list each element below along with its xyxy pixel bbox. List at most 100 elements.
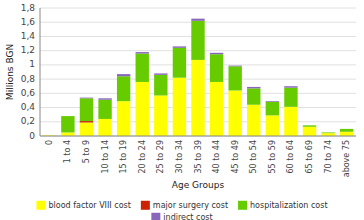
bars: [43, 19, 354, 136]
legend-label: hospitalization cost: [250, 201, 327, 210]
x-tick-label: 20 to 24: [138, 140, 147, 173]
bar-segment: [228, 65, 241, 67]
bar-segment: [340, 128, 353, 129]
y-axis-title: Millions BGN: [5, 44, 15, 100]
legend-swatch: [141, 201, 150, 210]
y-tick-label: 1,6: [21, 17, 36, 27]
bar-segment: [247, 105, 260, 136]
bar-segment: [80, 121, 93, 122]
legend: blood factor VIII cost major surgery cost…: [36, 201, 327, 220]
x-tick-label: 55 to 59: [268, 140, 277, 173]
bar-segment: [303, 125, 316, 126]
y-tick-label: 0: [29, 131, 35, 141]
legend-label: indirect cost: [163, 213, 212, 220]
legend-item: major surgery cost: [141, 201, 228, 210]
bar-segment: [136, 52, 149, 53]
bar-segment: [266, 101, 279, 103]
bar-segment: [154, 73, 167, 74]
bar-segment: [136, 54, 149, 82]
x-tick-label: 10 to 14: [101, 140, 110, 173]
legend-item: blood factor VIII cost: [36, 201, 130, 210]
x-axis-title: Age Groups: [172, 180, 225, 190]
y-tick-label: 1,4: [21, 31, 36, 41]
y-axis: 00,20,40,60,811,21,41,61,8: [21, 3, 36, 141]
y-tick-label: 0,4: [21, 102, 36, 112]
bar-segment: [284, 107, 297, 136]
legend-swatch: [36, 201, 45, 210]
bar-segment: [321, 132, 334, 134]
bar-segment: [228, 90, 241, 136]
bar-segment: [191, 21, 204, 60]
series: [43, 60, 354, 136]
y-axis-line: [40, 8, 41, 136]
bar-segment: [136, 82, 149, 136]
chart: 00,20,40,60,811,21,41,61,801 to 45 to 91…: [0, 0, 364, 220]
grid-line: [40, 8, 356, 9]
series: [61, 21, 353, 133]
series: [80, 121, 93, 122]
grid: [40, 8, 356, 136]
x-tick-label: 65 to 69: [305, 140, 314, 173]
bar-segment: [98, 100, 111, 119]
legend-item: indirect cost: [151, 213, 212, 220]
x-axis: 01 to 45 to 910 to 1415 to 1920 to 2425 …: [45, 140, 351, 177]
bar-segment: [210, 54, 223, 82]
bar-segment: [173, 46, 186, 47]
y-tick-label: 0,2: [21, 116, 35, 126]
bar-segment: [321, 133, 334, 134]
bar-segment: [210, 53, 223, 54]
bar-segment: [266, 102, 279, 116]
legend-swatch: [151, 213, 160, 220]
bar-segment: [210, 82, 223, 136]
x-tick-label: 15 to 19: [119, 140, 128, 173]
bar-segment: [61, 132, 74, 136]
bar-segment: [154, 75, 167, 96]
x-tick-label: 0: [45, 140, 54, 145]
legend-label: blood factor VIII cost: [48, 201, 130, 210]
bar-segment: [247, 87, 260, 88]
x-tick-label: 60 to 64: [286, 140, 295, 173]
series: [80, 19, 298, 102]
legend-label: major surgery cost: [153, 201, 228, 210]
legend-swatch: [238, 201, 247, 210]
bar-segment: [173, 48, 186, 78]
bar-segment: [284, 86, 297, 87]
bar-segment: [247, 88, 260, 104]
x-tick-label: 40 to 44: [212, 140, 221, 173]
y-tick-label: 1,8: [21, 3, 36, 13]
x-tick-label: 35 to 39: [194, 140, 203, 173]
y-tick-label: 0,6: [21, 88, 36, 98]
bar-segment: [154, 95, 167, 136]
bar-segment: [80, 122, 93, 136]
bar-segment: [191, 60, 204, 136]
bar-segment: [303, 127, 316, 136]
bar-segment: [98, 119, 111, 136]
bar-segment: [303, 126, 316, 127]
bar-segment: [340, 132, 353, 136]
bar-segment: [303, 125, 316, 126]
bar-segment: [191, 19, 204, 21]
grid-line: [40, 136, 356, 137]
bar-segment: [61, 116, 74, 117]
bar-segment: [340, 129, 353, 132]
x-tick-label: 50 to 54: [249, 140, 258, 173]
bar-segment: [173, 78, 186, 136]
x-tick-label: 30 to 34: [175, 140, 184, 173]
y-tick-label: 1: [29, 59, 35, 69]
bar-segment: [80, 97, 93, 99]
bar-segment: [98, 98, 111, 99]
bar-segment: [117, 74, 130, 76]
bar-segment: [284, 88, 297, 107]
bar-segment: [321, 132, 334, 133]
x-axis-line: [40, 136, 356, 137]
x-tick-label: 45 to 49: [231, 140, 240, 173]
legend-item: hospitalization cost: [238, 201, 327, 210]
bar-segment: [228, 66, 241, 90]
bar-segment: [61, 116, 74, 132]
bar-segment: [117, 76, 130, 101]
y-tick-label: 1,2: [21, 45, 35, 55]
bar-segment: [266, 115, 279, 136]
bar-segment: [80, 98, 93, 121]
x-tick-label: above 75: [342, 140, 351, 177]
x-tick-label: 1 to 4: [63, 140, 72, 163]
